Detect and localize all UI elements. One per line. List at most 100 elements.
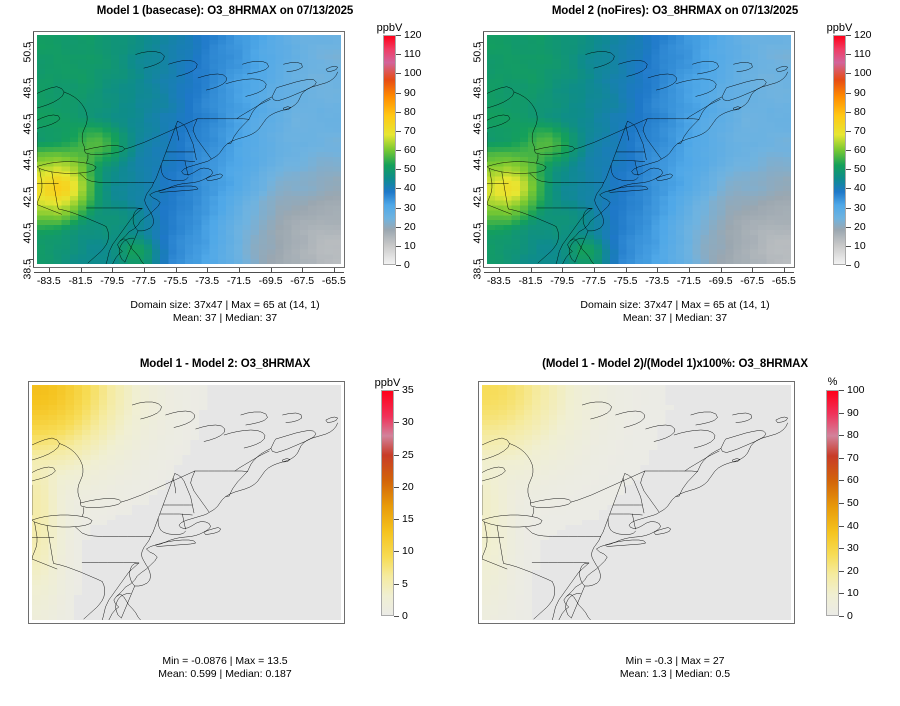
x-axis-tick-label: -67.5 xyxy=(740,275,765,287)
colorbar-tick-label: 90 xyxy=(404,86,416,99)
plot-area[interactable] xyxy=(478,381,795,624)
plot-area[interactable] xyxy=(483,31,795,268)
panel-caption: Domain size: 37x47 | Max = 65 at (14, 1)… xyxy=(450,299,900,324)
colorbar-tick xyxy=(394,551,399,553)
colorbar-tick xyxy=(839,412,844,414)
caption-line-1: Domain size: 37x47 | Max = 65 at (14, 1) xyxy=(580,299,770,311)
plot-area[interactable] xyxy=(33,31,345,268)
x-axis-tick-label: -77.5 xyxy=(131,275,156,287)
x-axis-tick xyxy=(752,268,754,273)
colorbar-tick-label: 80 xyxy=(854,105,866,118)
colorbar-tick xyxy=(839,435,844,437)
y-axis-tick xyxy=(29,114,34,116)
colorbar-tick-label: 70 xyxy=(847,451,859,464)
x-axis-tick-label: -81.5 xyxy=(68,275,93,287)
caption-line-2: Mean: 0.599 | Median: 0.187 xyxy=(158,667,292,680)
colorbar-tick xyxy=(839,503,844,504)
colorbar-tick-label: 20 xyxy=(402,480,414,493)
y-axis-tick-label: 42.5 xyxy=(21,186,33,208)
map-boundaries-overlay xyxy=(37,35,341,264)
x-axis-tick xyxy=(688,268,690,273)
x-axis-tick xyxy=(530,268,532,273)
panel-title: Model 1 - Model 2: O3_8HRMAX xyxy=(139,358,311,370)
colorbar-tick-label: 50 xyxy=(854,163,866,176)
y-axis-tick xyxy=(479,114,484,116)
x-axis-tick-label: -73.5 xyxy=(645,275,670,287)
x-axis-tick-label: -71.5 xyxy=(226,275,251,287)
colorbar-tick-label: 10 xyxy=(847,587,859,600)
y-axis-tick xyxy=(29,41,34,43)
caption-line-1: Domain size: 37x47 | Max = 65 at (14, 1) xyxy=(130,299,320,311)
y-axis-tick-label: 46.5 xyxy=(471,114,483,135)
colorbar-tick-label: 40 xyxy=(854,182,866,195)
x-axis-tick xyxy=(302,268,304,273)
panel-title: Model 2 (noFires): O3_8HRMAX on 07/13/20… xyxy=(551,5,799,17)
colorbar-tick-label: 10 xyxy=(854,239,866,252)
x-axis-tick xyxy=(720,268,722,273)
colorbar-tick-label: 0 xyxy=(854,259,860,271)
colorbar-tick xyxy=(846,73,851,75)
field-raster-wrap xyxy=(32,385,341,620)
colorbar-ticks: 120 110 100 90 80 70 60 50 40 30 20 10 0 xyxy=(846,29,886,271)
colorbar-tick-label: 10 xyxy=(404,239,416,252)
panel-title: (Model 1 - Model 2)/(Model 1)x100%: O3_8… xyxy=(542,358,808,370)
colorbar-tick-label: 110 xyxy=(854,48,871,61)
colorbar-tick-label: 60 xyxy=(854,144,866,156)
colorbar-tick-label: 110 xyxy=(404,48,421,61)
x-axis-tick-label: -73.5 xyxy=(195,275,220,287)
colorbar-tick xyxy=(839,457,844,459)
x-axis-tick xyxy=(593,268,595,273)
y-axis-tick xyxy=(29,259,34,260)
y-axis-tick-label: 48.5 xyxy=(21,78,33,99)
x-axis-tick-label: -83.5 xyxy=(36,275,61,287)
colorbar-tick-label: 20 xyxy=(854,220,866,233)
y-axis-tick-label: 44.5 xyxy=(471,150,483,171)
colorbar-unit-label: ppbV xyxy=(826,22,853,34)
colorbar-tick xyxy=(396,226,401,228)
y-axis-tick-label: 48.5 xyxy=(471,78,483,99)
map-boundaries-overlay xyxy=(32,385,341,620)
y-axis-tick-label: 44.5 xyxy=(21,150,33,171)
x-axis: -83.5 -81.5 -79.5 -77.5 -75.5 -73.5 -71.5 -69.5… xyxy=(483,268,796,298)
difference-field-raster xyxy=(32,385,341,620)
colorbar-tick xyxy=(394,486,399,488)
colorbar-gradient xyxy=(826,390,839,616)
x-axis-tick-label: -83.5 xyxy=(486,275,511,287)
y-axis-tick-label: 42.5 xyxy=(471,186,483,208)
y-axis: 38.5 40.5 42.5 44.5 46.5 48.5 50.5 xyxy=(6,31,34,279)
x-axis-tick-label: -75.5 xyxy=(613,275,638,287)
colorbar-unit-label: ppbV xyxy=(376,22,403,34)
colorbar-tick xyxy=(839,480,844,482)
y-axis-tick xyxy=(29,222,34,224)
colorbar-tick-label: 40 xyxy=(847,519,859,532)
colorbar-tick-label: 0 xyxy=(402,610,408,622)
colorbar-tick-label: 100 xyxy=(404,67,422,80)
colorbar-tick-label: 90 xyxy=(854,86,866,99)
caption-line-1: Min = -0.0876 | Max = 13.5 xyxy=(162,655,288,667)
x-axis-tick xyxy=(112,268,114,273)
x-axis-tick xyxy=(333,268,335,273)
panel-model1-basecase: Model 1 (basecase): O3_8HRMAX on 07/13/2… xyxy=(0,0,450,350)
colorbar-unit-label: ppbV xyxy=(374,377,401,389)
x-axis-tick-label: -69.5 xyxy=(708,275,733,287)
x-axis-tick-label: -79.5 xyxy=(550,275,575,287)
x-axis-tick xyxy=(657,268,659,273)
colorbar: ppbV 35 30 25 20 15 10 5 0 xyxy=(375,377,414,622)
colorbar-tick xyxy=(396,54,401,56)
colorbar-tick-label: 50 xyxy=(847,497,859,509)
colorbar-gradient xyxy=(833,35,846,265)
plot-area[interactable] xyxy=(28,381,345,624)
colorbar-tick xyxy=(396,169,401,171)
x-axis-tick xyxy=(175,268,177,273)
caption-line-2: Mean: 1.3 | Median: 0.5 xyxy=(619,667,731,680)
colorbar-tick xyxy=(846,111,851,113)
colorbar-tick-label: 20 xyxy=(847,564,859,577)
colorbar-tick xyxy=(846,169,851,171)
panel-percent-difference: (Model 1 - Model 2)/(Model 1)x100%: O3_8… xyxy=(450,350,900,706)
field-raster-wrap xyxy=(487,35,791,264)
colorbar: % 100 90 80 70 60 50 40 30 20 10 0 xyxy=(826,376,865,622)
y-axis-tick-label: 38.5 xyxy=(471,259,483,280)
colorbar-tick-label: 120 xyxy=(404,29,422,41)
colorbar-tick xyxy=(839,548,844,550)
